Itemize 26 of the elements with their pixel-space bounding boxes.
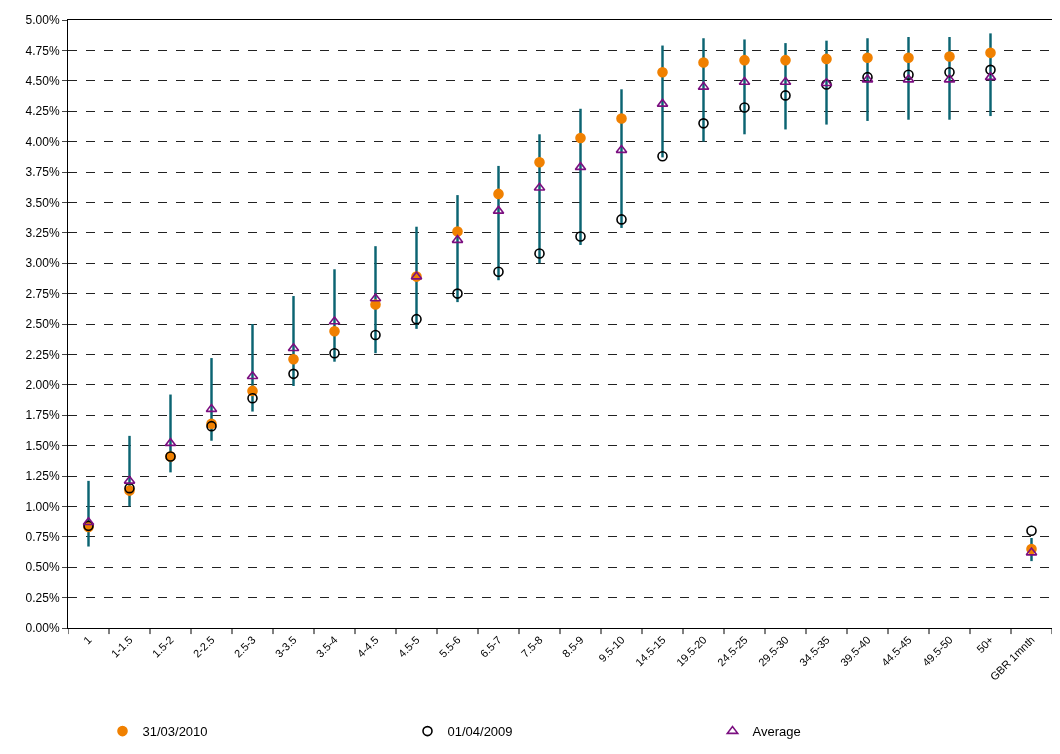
y-tick-label: 4.25% [25,104,60,119]
y-tick-label: 4.00% [25,134,60,149]
legend-label: Average [752,724,801,740]
y-tick-label: 5.00% [25,13,60,28]
x-tick-label: 1 [80,633,94,647]
y-tick-label: 2.75% [25,286,60,301]
y-tick-label: 3.25% [25,226,60,240]
y-tick-label: 0.00% [25,621,60,636]
y-tick-label: 4.50% [25,74,60,88]
y-tick-label: 0.50% [25,560,60,575]
legend-label: 31/03/2010 [142,724,208,740]
y-tick-label: 2.25% [25,347,60,362]
y-tick-label: 1.75% [25,408,60,423]
legend-label: 01/04/2009 [447,724,513,740]
y-tick-label: 4.75% [25,43,60,58]
y-tick-label: 1.50% [25,438,60,453]
y-tick-label: 3.75% [25,165,60,180]
y-tick-label: 1.00% [25,499,60,514]
y-tick-label: 0.75% [25,530,60,544]
x-tick-label: 50+ [974,633,996,656]
y-tick-label: 2.00% [25,378,60,392]
y-tick-label: 3.00% [25,256,60,271]
y-tick-label: 1.25% [25,469,60,484]
y-tick-label: 2.50% [25,317,60,332]
y-tick-label: 3.50% [25,195,60,210]
y-tick-label: 0.25% [25,590,60,605]
